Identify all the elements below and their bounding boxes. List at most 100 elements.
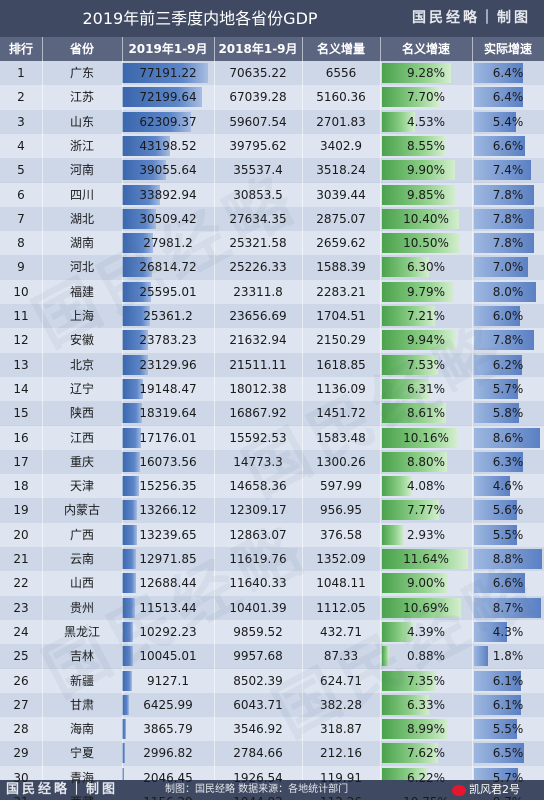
province-cell-text: 河南 (69, 163, 94, 178)
gdp-2019-cell-text: 27981.2 (143, 236, 193, 251)
province-cell: 江苏 (42, 85, 122, 109)
province-cell: 山东 (42, 110, 122, 134)
gdp-2019-cell-text: 23129.96 (139, 357, 197, 372)
nominal-growth-bar (382, 451, 448, 472)
rank-cell-text: 13 (13, 357, 29, 372)
nominal-increase-cell: 1300.26 (302, 450, 380, 474)
brand-logo: 国民经略｜制图 (412, 10, 531, 26)
province-cell-text: 吉林 (69, 649, 94, 664)
nominal-growth-cell: 7.77% (380, 498, 472, 522)
rank-cell: 28 (0, 717, 42, 741)
gdp-2018-cell: 25321.58 (214, 231, 302, 255)
real-growth-cell: 7.8% (472, 231, 544, 255)
gdp-2019-bar (122, 63, 208, 83)
gdp-2019-bar (122, 403, 143, 424)
gdp-2018-cell-text: 9957.68 (233, 649, 283, 664)
gdp-2018-cell-text: 11640.33 (229, 576, 287, 591)
rank-cell-text: 12 (13, 333, 29, 348)
nominal-increase-cell: 2659.62 (302, 231, 380, 255)
real-growth-cell-text: 6.4% (492, 90, 524, 105)
gdp-2018-cell: 23311.8 (214, 280, 302, 304)
nominal-growth-bar (382, 403, 446, 424)
province-cell: 福建 (42, 280, 122, 304)
column-header: 名义增速 (401, 42, 450, 56)
column-header: 2018年1-9月 (218, 42, 298, 56)
province-cell: 河北 (42, 255, 122, 279)
province-cell-text: 四川 (69, 187, 94, 202)
table-row: 23 贵州 11513.44 10401.39 1112.05 10.69% 8.7% (0, 595, 544, 620)
real-growth-cell: 6.4% (472, 85, 544, 109)
gdp-2019-cell: 43198.52 (122, 134, 214, 158)
nominal-growth-cell-text: 11.64% (403, 552, 449, 566)
gdp-2019-cell-text: 23783.23 (139, 333, 197, 348)
real-growth-bar (474, 111, 516, 132)
province-cell-text: 辽宁 (69, 381, 94, 396)
real-growth-bar (474, 476, 510, 497)
nominal-increase-cell-text: 3039.44 (316, 187, 366, 202)
nominal-growth-cell-text: 10.50% (403, 236, 449, 251)
real-growth-cell-text: 7.8% (492, 211, 524, 226)
province-cell: 陕西 (42, 401, 122, 425)
gdp-2018-cell: 30853.5 (214, 183, 302, 207)
table-header: 排行 省份 2019年1-9月 2018年1-9月 名义增量 名义增速 实际增速 (0, 37, 544, 61)
gdp-2019-cell-text: 13266.12 (139, 503, 197, 518)
real-growth-bar (474, 63, 524, 83)
nominal-growth-cell: 4.08% (380, 474, 472, 498)
rank-cell: 3 (0, 110, 42, 134)
real-growth-cell-text: 6.5% (492, 746, 524, 761)
table-row: 7 湖北 30509.42 27634.35 2875.07 10.40% 7.8% (0, 206, 544, 232)
gdp-2019-cell-text: 30509.42 (139, 211, 197, 226)
nominal-growth-cell: 7.35% (380, 669, 472, 693)
table-row: 28 海南 3865.79 3546.92 318.87 8.99% 5.5% (0, 717, 544, 742)
rank-cell-text: 16 (13, 430, 29, 445)
weibo-handle: 凯风君2号 (469, 783, 520, 796)
gdp-2018-cell-text: 14773.3 (233, 454, 283, 469)
gdp-2018-cell-text: 11619.76 (229, 552, 287, 566)
nominal-increase-cell: 1136.09 (302, 377, 380, 401)
real-growth-cell: 4.3% (472, 620, 544, 644)
nominal-increase-cell: 1583.48 (302, 426, 380, 450)
nominal-growth-bar (382, 549, 468, 569)
gdp-2019-cell-text: 12688.44 (139, 576, 197, 591)
nominal-increase-cell: 1704.51 (302, 304, 380, 328)
province-cell: 安徽 (42, 328, 122, 352)
province-cell-text: 甘肃 (69, 697, 94, 712)
table-row: 24 黑龙江 10292.23 9859.52 432.71 4.39% 4.3% (0, 619, 544, 645)
nominal-increase-cell: 318.87 (302, 717, 380, 741)
nominal-increase-cell-text: 1136.09 (316, 381, 366, 396)
gdp-2018-cell: 9957.68 (214, 644, 302, 668)
nominal-growth-cell: 10.75% (380, 790, 472, 800)
column-divider (302, 37, 303, 780)
real-growth-bar (474, 451, 523, 472)
nominal-growth-cell-text: 8.61% (406, 406, 446, 421)
province-cell: 广东 (42, 61, 122, 85)
rank-cell: 15 (0, 401, 42, 425)
real-growth-cell: 8.0% (472, 280, 544, 304)
gdp-2018-cell: 12863.07 (214, 523, 302, 547)
rank-cell-text: 1 (17, 66, 25, 80)
gdp-2019-bar (122, 646, 134, 667)
province-cell: 山西 (42, 571, 122, 595)
real-growth-cell: 7.0% (472, 255, 544, 279)
rank-cell-text: 14 (13, 381, 29, 396)
real-growth-bar (474, 573, 525, 594)
nominal-growth-cell: 0.88% (380, 644, 472, 668)
gdp-2019-cell-text: 17176.01 (139, 430, 197, 445)
nominal-increase-cell-text: 119.91 (320, 770, 362, 785)
rank-cell: 6 (0, 183, 42, 207)
real-growth-cell-text: 8.6% (492, 430, 524, 445)
gdp-2018-cell-text: 25226.33 (229, 260, 287, 275)
nominal-growth-bar (382, 573, 449, 594)
rank-cell-text: 23 (13, 600, 29, 615)
province-cell-text: 海南 (69, 722, 94, 737)
nominal-growth-bar (382, 87, 439, 108)
real-growth-bar (474, 135, 525, 156)
nominal-growth-cell: 8.61% (380, 401, 472, 425)
rank-cell: 24 (0, 620, 42, 644)
nominal-growth-cell: 2.93% (380, 523, 472, 547)
gdp-2019-cell: 62309.37 (122, 110, 214, 134)
gdp-2019-cell-text: 25595.01 (139, 284, 197, 299)
gdp-2018-cell-text: 30853.5 (233, 187, 283, 202)
gdp-2019-cell: 77191.22 (122, 61, 214, 85)
rank-cell-text: 24 (13, 624, 29, 639)
